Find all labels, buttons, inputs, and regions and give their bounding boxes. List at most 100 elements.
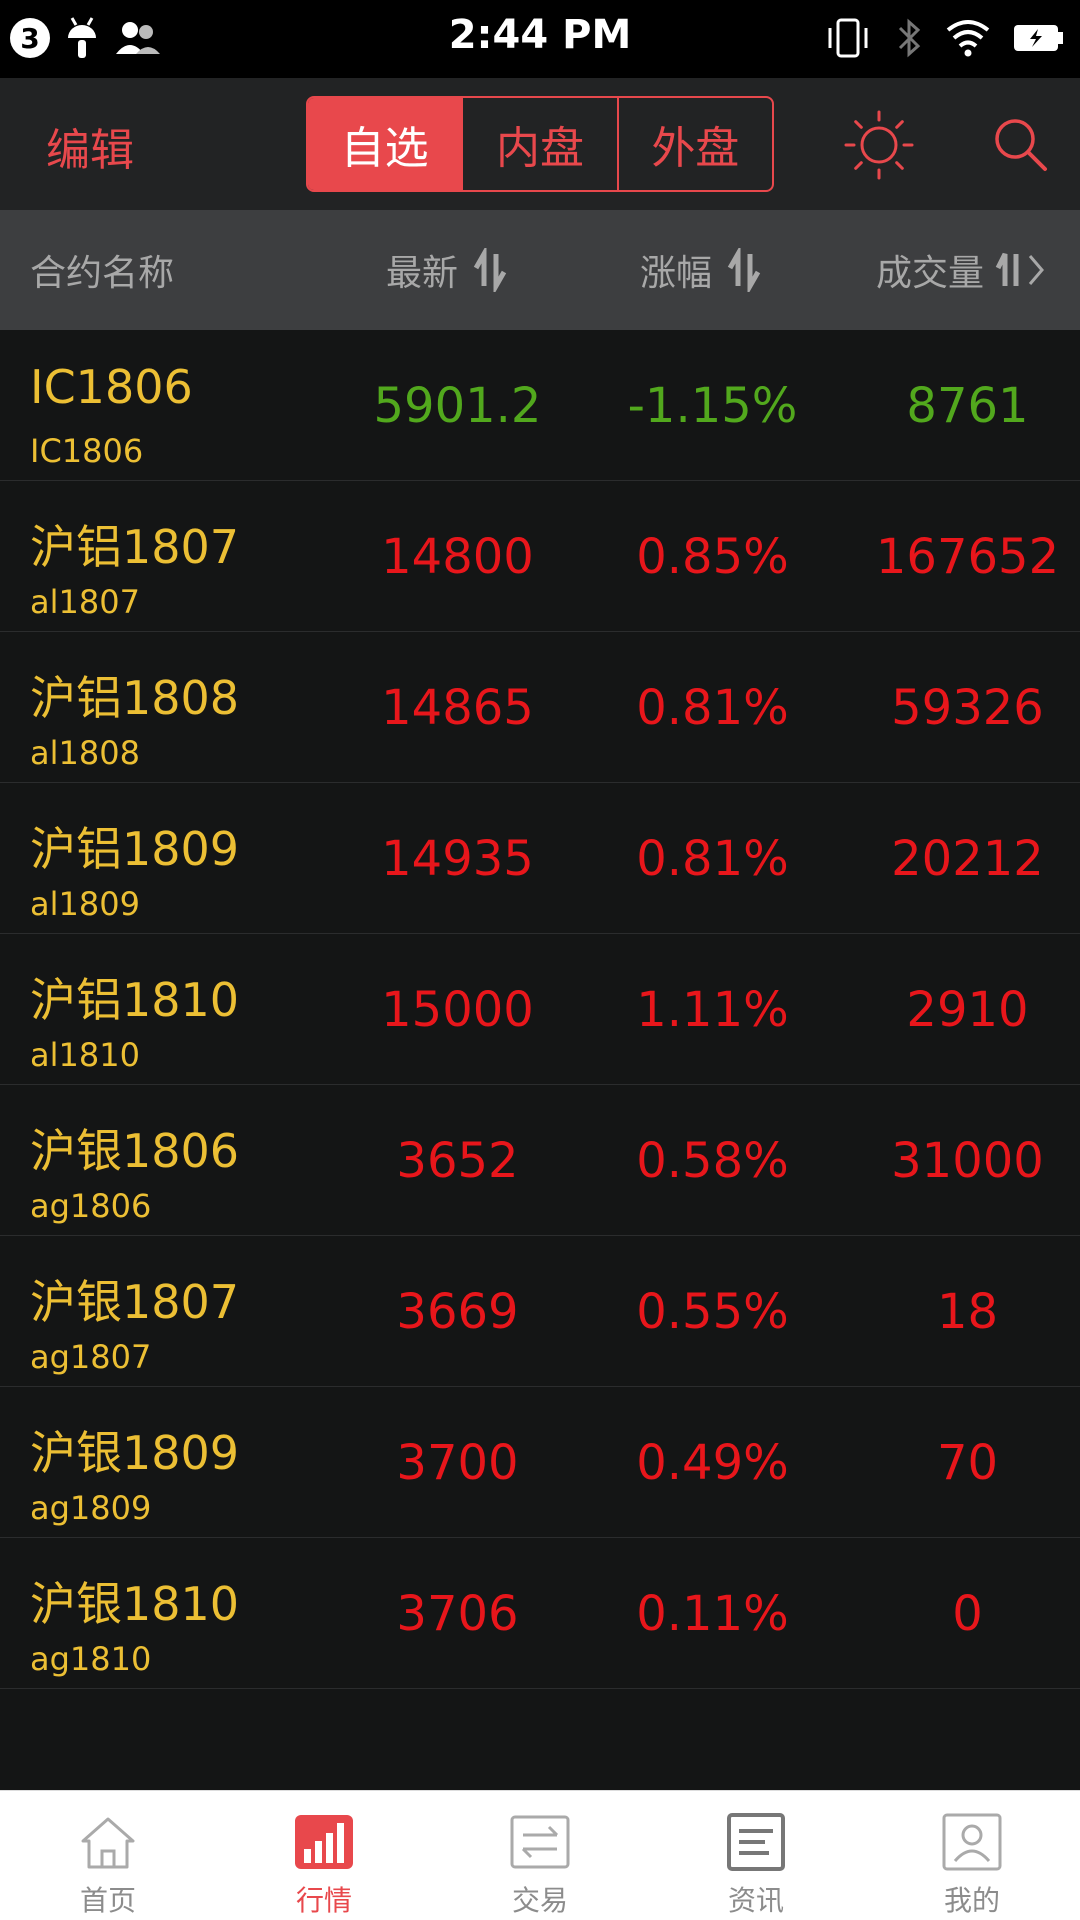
contract-name: 沪铝1807 [30,520,240,574]
tab-home[interactable]: 首页 [0,1791,216,1920]
latest-price: 3706 [396,1585,519,1642]
vibrate-icon [828,18,868,58]
bottom-tab-bar: 首页 行情 交易 [0,1790,1080,1920]
quote-row[interactable]: 沪银1809 ag1809 3700 0.49% 70 [0,1387,1080,1538]
volume: 18 [936,1283,999,1340]
status-left: 3 [10,16,162,60]
latest-price: 3652 [396,1132,519,1189]
change-percent: 0.81% [636,830,789,887]
tab-profile[interactable]: 我的 [864,1791,1080,1920]
contract-code: ag1807 [30,1338,152,1376]
sort-icon [727,248,761,292]
column-latest-sort[interactable]: 最新 [386,210,512,330]
contract-code: al1807 [30,583,140,621]
status-bar: 3 2:44 PM [0,0,1080,78]
tab-market-label: 行情 [295,1884,352,1917]
quote-row[interactable]: 沪银1810 ag1810 3706 0.11% 0 [0,1538,1080,1689]
column-volume-label: 成交量 [876,253,985,294]
quote-row[interactable]: 沪银1807 ag1807 3669 0.55% 18 [0,1236,1080,1387]
market-segment-control: 自选 内盘 外盘 [306,96,774,192]
tab-news[interactable]: 资讯 [648,1791,864,1920]
segment-domestic[interactable]: 内盘 [461,98,616,190]
sun-icon[interactable] [842,108,916,182]
volume: 2910 [906,981,1029,1038]
notification-count-badge: 3 [10,18,50,58]
edit-button[interactable]: 编辑 [46,125,134,176]
volume: 167652 [875,528,1060,585]
status-time: 2:44 PM [448,12,632,58]
latest-price: 3700 [396,1434,519,1491]
tab-profile-label: 我的 [943,1884,1000,1917]
change-percent: 0.85% [636,528,789,585]
change-percent: 1.11% [636,981,789,1038]
battery-icon [1014,25,1063,51]
contract-code: al1809 [30,885,140,923]
news-icon [727,1813,785,1871]
contract-code: ag1809 [30,1489,152,1527]
segment-foreign[interactable]: 外盘 [616,98,772,190]
change-percent: 0.81% [636,679,789,736]
contract-code: ag1810 [30,1640,152,1678]
sort-icon [473,248,507,292]
sort-icon [995,252,1019,286]
quote-row[interactable]: 沪银1806 ag1806 3652 0.58% 31000 [0,1085,1080,1236]
quote-row[interactable]: 沪铝1810 al1810 15000 1.11% 2910 [0,934,1080,1085]
latest-price: 3669 [396,1283,519,1340]
change-percent: -1.15% [627,377,798,434]
tab-trade-label: 交易 [511,1884,568,1917]
quote-row[interactable]: 沪铝1807 al1807 14800 0.85% 167652 [0,481,1080,632]
contract-name: 沪铝1809 [30,822,240,876]
change-percent: 0.11% [636,1585,789,1642]
quote-row[interactable]: 沪铝1809 al1809 14935 0.81% 20212 [0,783,1080,934]
volume: 0 [952,1585,983,1642]
volume: 20212 [891,830,1044,887]
trade-icon [510,1815,570,1869]
volume: 8761 [906,377,1029,434]
column-name-label: 合约名称 [30,253,175,294]
contract-name: 沪银1806 [30,1124,240,1178]
status-right [824,16,1064,60]
column-change-sort[interactable]: 涨幅 [640,210,766,330]
wifi-icon [946,20,990,57]
contract-name: 沪银1810 [30,1577,240,1631]
latest-price: 14865 [381,679,534,736]
column-name: 合约名称 [30,210,174,330]
column-latest-label: 最新 [386,253,459,294]
contract-name: 沪铝1810 [30,973,240,1027]
latest-price: 15000 [381,981,534,1038]
bluetooth-icon [898,18,921,58]
change-percent: 0.49% [636,1434,789,1491]
contract-name: 沪银1809 [30,1426,240,1480]
tab-home-label: 首页 [79,1884,136,1917]
latest-price: 14935 [381,830,534,887]
profile-icon [942,1813,1002,1871]
volume: 59326 [891,679,1044,736]
column-change-label: 涨幅 [640,253,713,294]
top-nav-bar: 编辑 自选 内盘 外盘 [0,78,1080,210]
column-header: 合约名称 最新 涨幅 成交量 [0,210,1080,330]
column-volume-sort[interactable]: 成交量 [876,210,1046,330]
segment-watchlist[interactable]: 自选 [308,98,462,190]
tab-market[interactable]: 行情 [216,1791,432,1920]
volume: 31000 [891,1132,1044,1189]
volume: 70 [936,1434,999,1491]
contract-name: 沪铝1808 [30,671,240,725]
search-icon[interactable] [990,114,1050,174]
contract-name: 沪银1807 [30,1275,240,1329]
change-percent: 0.58% [636,1132,789,1189]
change-percent: 0.55% [636,1283,789,1340]
quote-list: IC1806 IC1806 5901.2 -1.15% 8761 沪铝1807 … [0,330,1080,1689]
latest-price: 5901.2 [373,377,542,434]
tab-news-label: 资讯 [727,1884,784,1917]
chevron-right-icon[interactable] [1026,252,1046,288]
contract-code: IC1806 [30,432,144,470]
quote-row[interactable]: 沪铝1808 al1808 14865 0.81% 59326 [0,632,1080,783]
contract-code: al1808 [30,734,140,772]
latest-price: 14800 [381,528,534,585]
contract-name: IC1806 [30,360,193,414]
home-icon [81,1817,135,1869]
android-icon [68,17,96,58]
quote-row[interactable]: IC1806 IC1806 5901.2 -1.15% 8761 [0,330,1080,481]
tab-trade[interactable]: 交易 [432,1791,648,1920]
